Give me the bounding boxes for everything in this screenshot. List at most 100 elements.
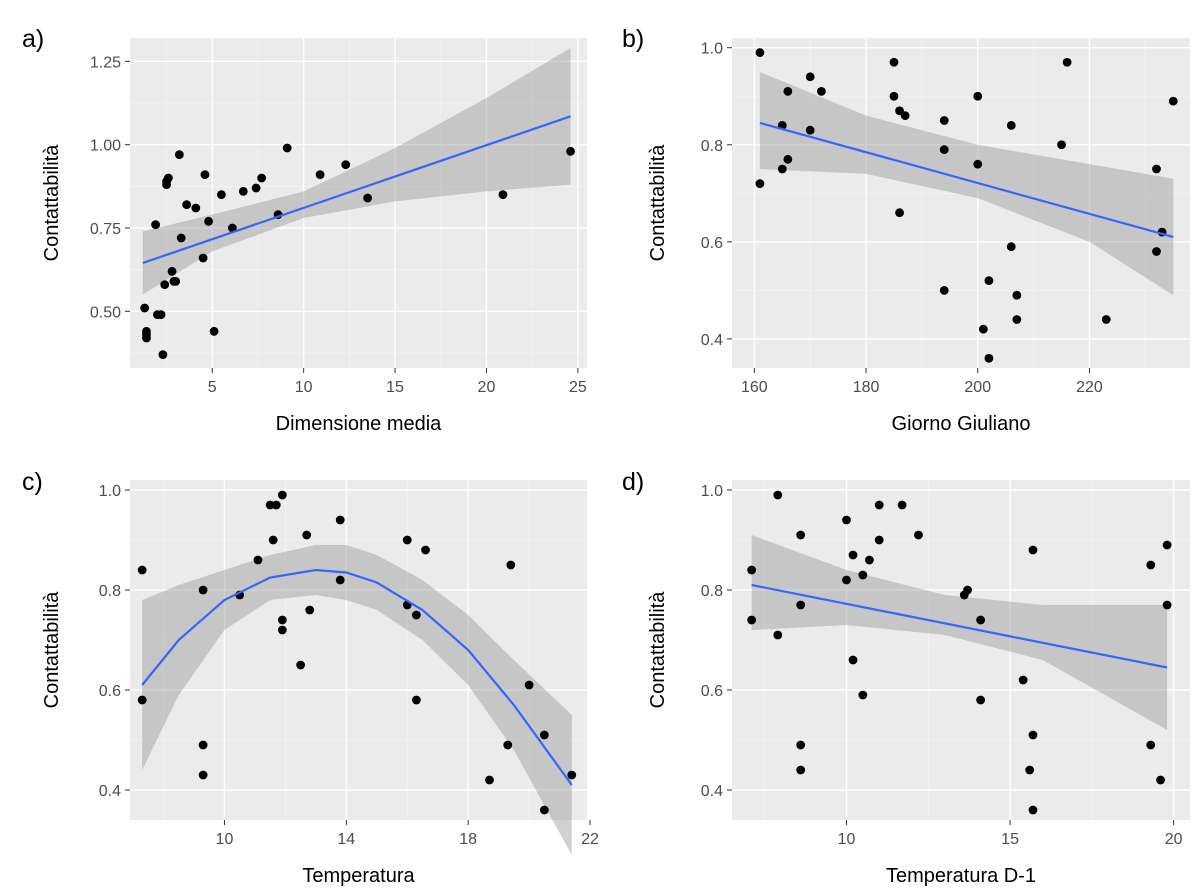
data-point <box>191 203 201 213</box>
data-point <box>747 615 757 625</box>
data-point <box>1028 545 1038 555</box>
x-tick-label: 10 <box>838 831 856 848</box>
data-point <box>198 770 208 780</box>
data-point <box>783 154 793 164</box>
panel-label: c) <box>22 468 43 496</box>
data-point <box>271 500 281 510</box>
data-point <box>198 740 208 750</box>
data-point <box>182 200 192 210</box>
data-point <box>900 111 910 121</box>
x-tick-label: 15 <box>1001 831 1019 848</box>
data-point <box>1006 120 1016 130</box>
data-point <box>842 575 851 585</box>
data-point <box>914 530 923 540</box>
y-tick-label: 0.8 <box>701 138 723 155</box>
data-point <box>939 285 949 295</box>
data-point <box>137 695 147 705</box>
confidence-band <box>142 545 572 855</box>
data-point <box>411 610 421 620</box>
data-point <box>976 615 986 625</box>
panel-b: 160 180 200 220 0.4 0.6 0.8 1.0 Giorno Giuliano C… <box>622 25 1190 435</box>
data-point <box>805 72 815 82</box>
panel-label: b) <box>622 25 644 53</box>
data-point <box>796 530 806 540</box>
data-point <box>567 770 577 780</box>
data-point <box>984 276 994 286</box>
data-point <box>277 615 287 625</box>
data-point <box>411 695 421 705</box>
data-point <box>176 233 186 243</box>
data-point <box>163 173 173 183</box>
plot-background <box>732 38 1190 368</box>
data-point <box>1012 315 1022 324</box>
data-point <box>503 740 513 750</box>
panel-label: a) <box>22 25 44 53</box>
data-point <box>137 565 147 575</box>
data-point <box>204 216 214 226</box>
data-point <box>335 575 345 585</box>
data-point <box>865 555 874 565</box>
data-point <box>848 655 858 665</box>
data-point <box>842 515 851 525</box>
data-point <box>1028 730 1038 740</box>
data-point <box>874 500 884 510</box>
data-point <box>973 159 983 169</box>
x-axis-title: Temperatura D-1 <box>886 865 1036 887</box>
x-tick-label: 10 <box>216 831 234 848</box>
data-point <box>174 150 184 160</box>
data-point <box>421 545 430 555</box>
x-tick-label: 160 <box>741 379 768 396</box>
y-axis-title: Contattabilità <box>647 144 669 262</box>
data-point <box>156 310 166 320</box>
y-tick-label: 1.0 <box>701 41 723 58</box>
x-axis-title: Giorno Giuliano <box>892 413 1031 435</box>
data-point <box>1057 140 1066 150</box>
data-point <box>217 190 226 200</box>
x-tick-label: 22 <box>581 831 599 848</box>
data-point <box>796 765 806 775</box>
x-tick-label: 25 <box>569 379 587 396</box>
data-point <box>777 164 787 174</box>
data-point <box>315 170 325 180</box>
data-point <box>1146 560 1156 570</box>
data-point <box>755 48 765 57</box>
confidence-band <box>142 48 571 295</box>
data-point <box>816 86 826 96</box>
x-tick-label: 220 <box>1076 379 1103 396</box>
data-point <box>162 180 171 190</box>
fit-line <box>751 583 1168 669</box>
data-point <box>963 585 972 595</box>
data-point <box>895 208 904 218</box>
data-point <box>1168 96 1178 106</box>
data-point <box>1152 164 1161 174</box>
panel-d: 10 15 20 0.4 0.6 0.8 1.0 Temperatura D-1 Contatt… <box>622 468 1190 887</box>
data-point <box>160 280 170 290</box>
data-point <box>1062 57 1072 67</box>
x-axis-title: Dimensione media <box>276 413 443 435</box>
data-point <box>363 193 373 203</box>
data-point <box>257 173 267 183</box>
panel-a: 5 10 15 20 25 0.50 0.75 1.00 1.25 Dimensione medi… <box>22 25 587 435</box>
confidence-band <box>751 535 1168 730</box>
fit-line <box>141 568 573 786</box>
y-tick-label: 0.4 <box>701 332 723 349</box>
data-point <box>796 600 806 610</box>
data-point <box>209 326 219 336</box>
data-point <box>1028 805 1038 815</box>
data-point <box>167 266 177 276</box>
data-point <box>171 276 181 286</box>
data-point <box>858 570 868 580</box>
data-point <box>566 146 575 156</box>
confidence-band <box>759 71 1174 296</box>
data-point <box>783 86 793 96</box>
data-point <box>1162 600 1172 610</box>
data-point <box>539 730 549 740</box>
data-point <box>140 303 150 313</box>
data-point <box>1156 775 1165 785</box>
data-point <box>1101 315 1111 324</box>
y-tick-label: 1.00 <box>90 138 121 155</box>
data-point <box>889 91 899 101</box>
x-tick-label: 18 <box>459 831 477 848</box>
data-point <box>858 690 868 700</box>
data-point <box>498 190 508 200</box>
